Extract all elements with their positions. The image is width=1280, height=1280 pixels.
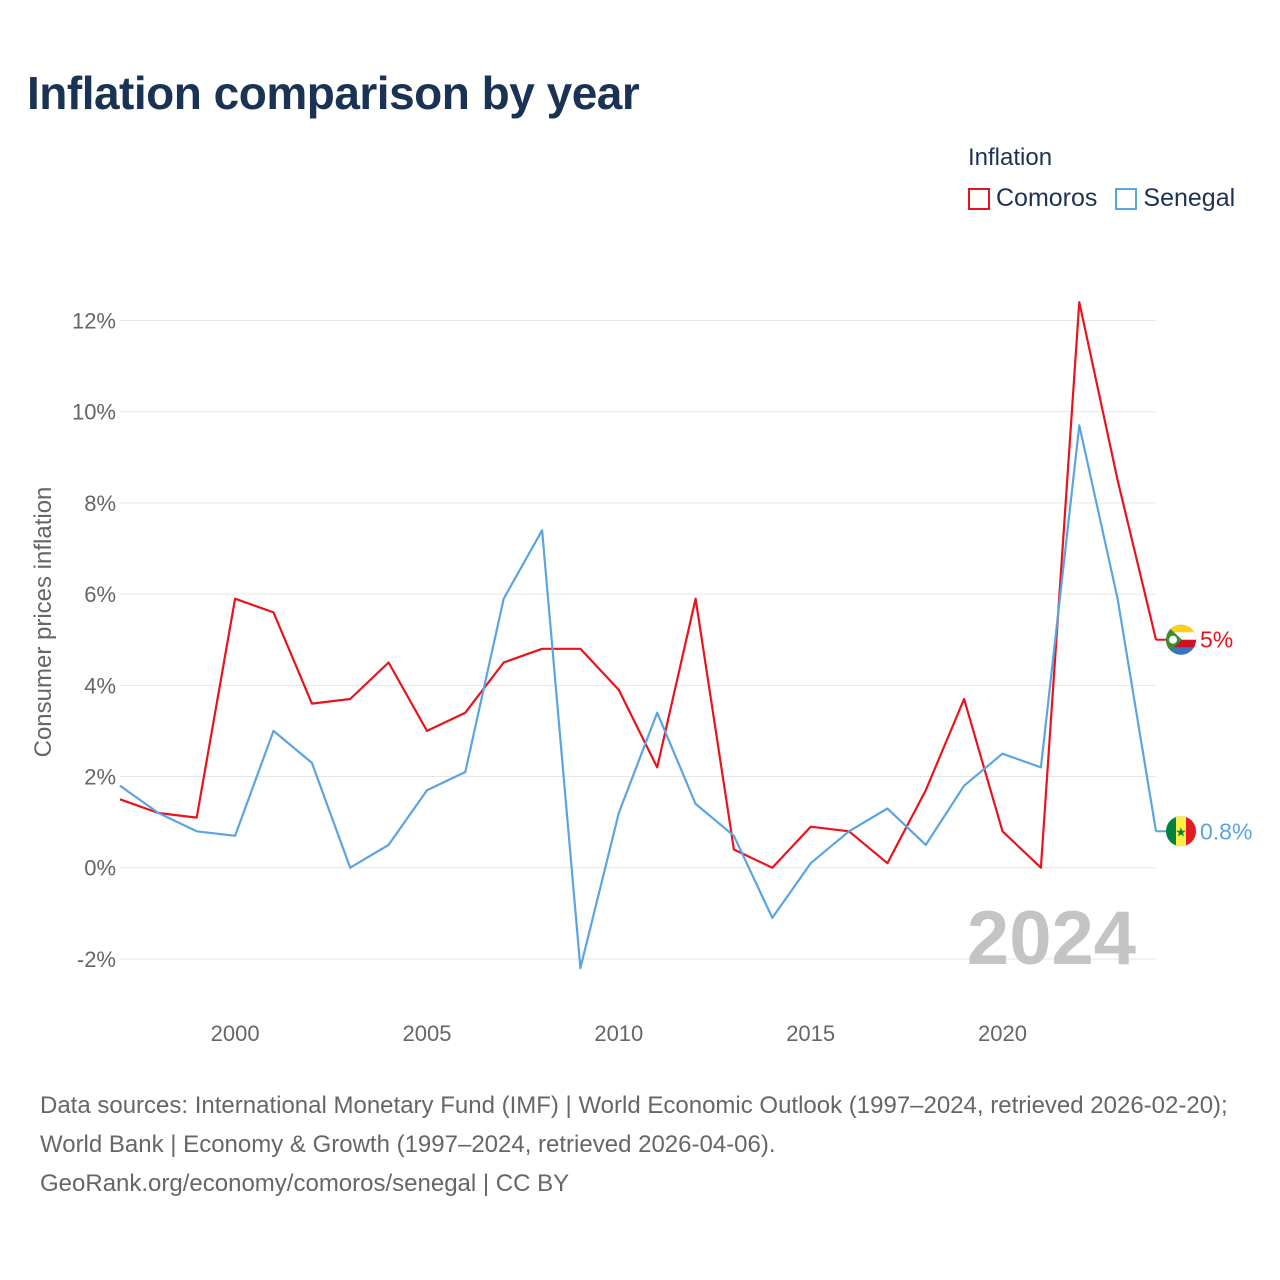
svg-text:★: ★ — [1175, 824, 1187, 839]
x-tick-label: 2020 — [978, 1021, 1027, 1046]
y-tick-label: 6% — [84, 582, 116, 607]
end-value-label-comoros: 5% — [1200, 627, 1233, 653]
legend-label-comoros: Comoros — [996, 184, 1098, 212]
x-tick-label: 2015 — [786, 1021, 835, 1046]
legend-swatch-comoros — [968, 187, 990, 210]
flag-icon-comoros — [1166, 624, 1196, 655]
y-tick-label: 10% — [72, 400, 116, 425]
credit-link[interactable]: GeoRank.org/economy/comoros/senegal | CC… — [40, 1170, 570, 1197]
y-tick-label: 4% — [84, 673, 116, 698]
series-line-senegal — [119, 424, 1158, 970]
flag-icon-senegal: ★ — [1166, 816, 1196, 847]
footer: Data sources: International Monetary Fun… — [40, 1086, 1250, 1203]
y-tick-label: 8% — [84, 491, 116, 516]
flag-outline-senegal — [1165, 815, 1197, 847]
legend-label-senegal: Senegal — [1143, 184, 1236, 212]
data-sources: Data sources: International Monetary Fun… — [40, 1092, 1228, 1158]
y-tick-label: 2% — [84, 765, 116, 790]
y-tick-label: 12% — [72, 308, 116, 333]
legend-swatch-senegal — [1115, 187, 1138, 210]
legend-title: Inflation — [968, 144, 1053, 171]
year-watermark: 2024 — [967, 896, 1136, 981]
chart-title: Inflation comparison by year — [27, 67, 640, 119]
y-tick-label: -2% — [77, 947, 116, 972]
y-axis-label: Consumer prices inflation — [30, 487, 57, 758]
series-line-comoros — [119, 301, 1158, 869]
x-tick-label: 2010 — [594, 1021, 643, 1046]
legend-item-senegal[interactable]: Senegal — [1115, 184, 1235, 213]
end-value-label-senegal: 0.8% — [1200, 818, 1252, 844]
x-tick-label: 2000 — [211, 1021, 260, 1046]
x-tick-label: 2005 — [402, 1021, 451, 1046]
legend: Inflation Comoros Senegal — [968, 144, 1235, 213]
legend-item-comoros[interactable]: Comoros — [968, 184, 1097, 213]
flag-outline-comoros — [1165, 624, 1197, 656]
y-tick-label: 0% — [84, 856, 116, 881]
line-chart: -2% 0% 2% 4% 6% 8% 10% 12% 2000 2005 2010 2015 2020 C… — [30, 301, 1252, 1046]
